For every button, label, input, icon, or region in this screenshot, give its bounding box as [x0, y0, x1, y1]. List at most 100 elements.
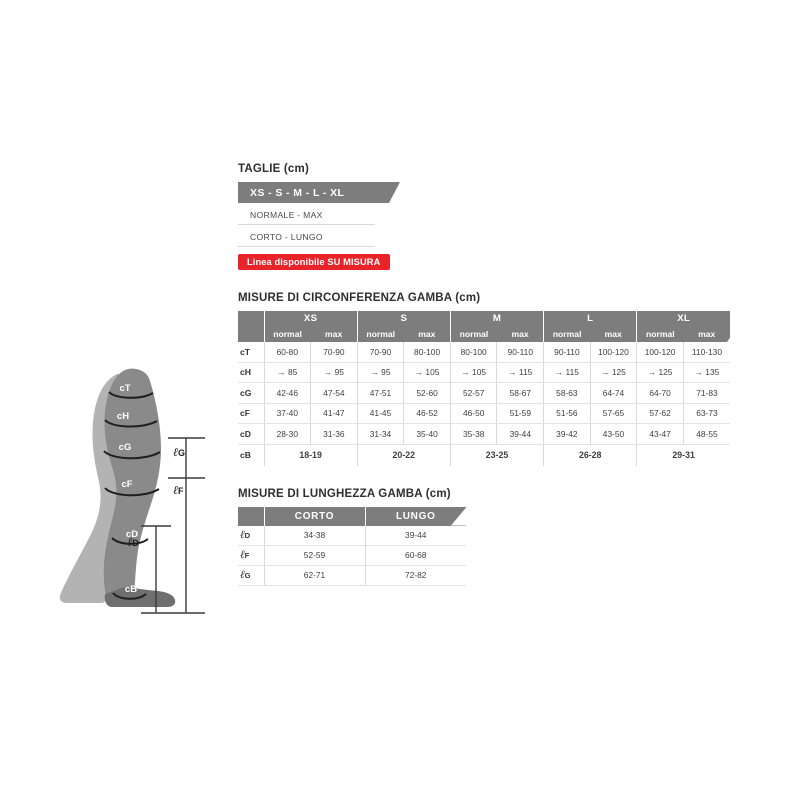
- leg-measurement-diagram: cT cH cG cF cD cB ℓG ℓF ℓD: [55, 368, 240, 630]
- length-block: MISURE DI LUNGHEZZA GAMBA (cm) CORTO LUN…: [238, 488, 748, 586]
- cell: 51-56: [543, 403, 591, 424]
- subheader-xl-normal: normal: [636, 326, 684, 342]
- band-cH: [104, 419, 158, 428]
- taglie-title: TAGLIE (cm): [238, 163, 309, 175]
- row-label-lF: ℓF: [238, 545, 264, 566]
- table-row: ℓF 52-59 60-68: [238, 545, 466, 566]
- table-row: cH → 85 → 95 → 95 → 105 → 105 → 115 → 115 → 125 →…: [238, 362, 730, 383]
- cell: 35-40: [403, 423, 451, 445]
- diagram-label-cD: cD: [126, 529, 138, 540]
- header-corner-spacer: [238, 311, 264, 326]
- cell: 90-110: [496, 342, 544, 363]
- cell: 71-83: [682, 382, 730, 404]
- cell: 35-38: [449, 423, 497, 445]
- diagram-label-cB: cB: [125, 584, 137, 595]
- cell: → 105: [403, 362, 451, 383]
- cell: 39-44: [496, 423, 544, 445]
- cell: 70-90: [310, 342, 358, 363]
- diagram-label-lD: ℓD: [127, 535, 139, 549]
- row-label-lD: ℓD: [238, 525, 264, 546]
- cell: 52-57: [449, 382, 497, 404]
- table-row: cG 42-46 47-54 47-51 52-60 52-57 58-67 58-63 64-…: [238, 382, 730, 404]
- cell: 48-55: [682, 423, 730, 445]
- back-foot-silhouette: [59, 590, 107, 603]
- cell: 57-62: [636, 403, 684, 424]
- cell: 58-67: [496, 382, 544, 404]
- subheader-l-normal: normal: [543, 326, 591, 342]
- ell-subscript: G: [244, 571, 251, 580]
- cell: → 95: [310, 362, 358, 383]
- cell: 60-80: [263, 342, 311, 363]
- cell: 47-51: [356, 382, 404, 404]
- cell: 26-28: [543, 444, 637, 466]
- cell: 52-60: [403, 382, 451, 404]
- table-row: ℓD 34-38 39-44: [238, 525, 466, 546]
- circumference-table-body: cT 60-80 70-90 70-90 80-100 80-100 90-110 90-11…: [238, 342, 730, 466]
- cell: 47-54: [310, 382, 358, 404]
- diagram-label-cH: cH: [117, 411, 129, 422]
- ell-glyph: ℓ: [240, 569, 245, 581]
- band-cD: [111, 537, 149, 545]
- cell: 51-59: [496, 403, 544, 424]
- taglie-option-label: NORMALE - MAX: [250, 209, 323, 220]
- row-label-cH: cH: [238, 362, 264, 383]
- cell: 41-45: [356, 403, 404, 424]
- cell: 29-31: [636, 444, 730, 466]
- cell: 31-36: [310, 423, 358, 445]
- length-table: CORTO LUNGO ℓD 34-38 39-44 ℓF 52-59 60-68 ℓG 62…: [238, 506, 466, 586]
- su-misura-badge: Linea disponibile SU MISURA: [238, 254, 391, 270]
- size-header-row: XS S M L XL: [238, 311, 730, 326]
- cell: 34-38: [263, 525, 365, 546]
- cell: 80-100: [403, 342, 451, 363]
- cell: → 95: [356, 362, 404, 383]
- ell-glyph: ℓ: [240, 529, 245, 541]
- subheader-l-max: max: [590, 326, 637, 342]
- taglie-option-corto-lungo: CORTO - LUNGO: [238, 227, 375, 247]
- cell: 100-120: [589, 342, 637, 363]
- subheader-s-max: max: [403, 326, 451, 342]
- row-label-lG: ℓG: [238, 565, 264, 586]
- cell: 46-52: [403, 403, 451, 424]
- cell: → 135: [682, 362, 730, 383]
- cell: 37-40: [263, 403, 311, 424]
- diagram-label-lG: ℓG: [173, 445, 185, 459]
- size-chart-content: TAGLIE (cm) XS - S - M - L - XL NORMALE …: [238, 163, 749, 586]
- size-range-bar: XS - S - M - L - XL: [238, 182, 400, 203]
- row-label-cF: cF: [238, 403, 264, 424]
- cell: 31-34: [356, 423, 404, 445]
- cell: 100-120: [636, 342, 684, 363]
- circumference-table-wrap: XS S M L XL normal max normal max normal…: [238, 311, 749, 466]
- cell: 58-63: [543, 382, 591, 404]
- length-header-corto: CORTO: [263, 506, 365, 526]
- length-header-corner-spacer: [238, 506, 264, 526]
- header-angled-edge: [727, 311, 749, 342]
- diagram-label-cG: cG: [119, 442, 132, 453]
- cell: → 125: [589, 362, 637, 383]
- length-label-group: ℓG ℓF ℓD: [127, 445, 185, 549]
- length-title: MISURE DI LUNGHEZZA GAMBA (cm): [238, 487, 451, 500]
- size-header-l: L: [543, 311, 637, 326]
- length-table-wrap: CORTO LUNGO ℓD 34-38 39-44 ℓF 52-59 60-68 ℓG 62…: [238, 506, 467, 586]
- cell: → 115: [496, 362, 544, 383]
- cell: 110-130: [682, 342, 730, 363]
- subheader-s-normal: normal: [356, 326, 404, 342]
- subheader-xs-max: max: [310, 326, 358, 342]
- size-header-xl: XL: [636, 311, 730, 326]
- table-row: cD 28-30 31-36 31-34 35-40 35-38 39-44 39-42 43-…: [238, 423, 730, 445]
- cell: 64-70: [636, 382, 684, 404]
- size-header-s: S: [356, 311, 451, 326]
- length-header-lungo: LUNGO: [364, 506, 466, 526]
- band-cB: [112, 592, 147, 600]
- front-leg-silhouette: [103, 368, 161, 602]
- taglie-option-label: CORTO - LUNGO: [250, 231, 323, 242]
- cell: 39-42: [543, 423, 591, 445]
- cell: → 125: [636, 362, 684, 383]
- cell: 42-46: [263, 382, 311, 404]
- subheader-xs-normal: normal: [263, 326, 311, 342]
- row-label-cB: cB: [240, 450, 251, 460]
- cell: 80-100: [449, 342, 497, 363]
- size-header-xs: XS: [263, 311, 358, 326]
- circumference-table: XS S M L XL normal max normal max normal…: [238, 311, 730, 466]
- band-cT: [108, 391, 154, 399]
- cell: 62-71: [263, 565, 365, 586]
